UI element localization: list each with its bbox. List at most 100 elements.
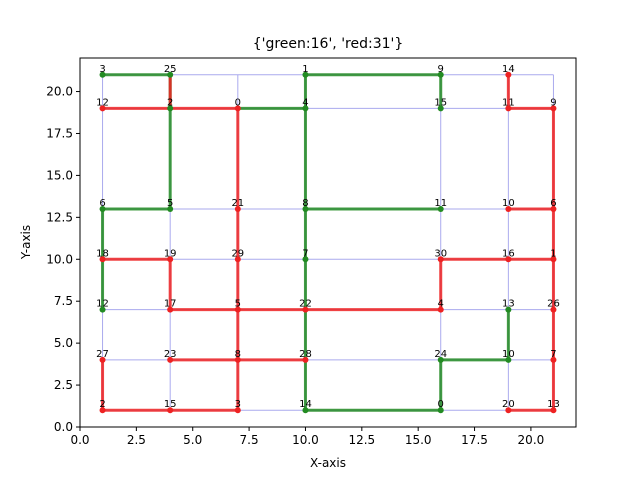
node-label: 11 [434, 198, 447, 209]
plot-frame [79, 57, 577, 428]
red-node-marker [550, 205, 557, 212]
red-node-marker [167, 407, 174, 414]
node-label: 10 [502, 349, 515, 360]
chart-title: {'green:16', 'red:31'} [253, 36, 404, 52]
green-node-marker [302, 205, 309, 212]
node-label: 5 [167, 198, 173, 209]
red-node-marker [167, 256, 174, 263]
red-node-marker [234, 356, 241, 363]
node-label: 13 [547, 399, 560, 410]
node-label: 2 [167, 97, 173, 108]
node-label: 27 [96, 349, 109, 360]
node-label: 13 [502, 299, 515, 310]
y-axis-label: Y-axis [19, 225, 33, 260]
node-label: 1 [302, 64, 308, 75]
node-label: 17 [164, 299, 177, 310]
node-label: 3 [99, 64, 105, 75]
node-label: 21 [231, 198, 244, 209]
node-label: 14 [299, 399, 312, 410]
green-node-marker [99, 205, 106, 212]
green-node-marker [505, 306, 512, 313]
red-node-marker [505, 256, 512, 263]
red-node-marker [505, 71, 512, 78]
green-node-marker [167, 71, 174, 78]
red-node-marker [234, 105, 241, 112]
node-label: 12 [96, 299, 109, 310]
red-node-marker [437, 256, 444, 263]
y-tick-label: 17.5 [46, 126, 73, 140]
node-label: 26 [547, 299, 560, 310]
node-label: 11 [502, 97, 515, 108]
node-label: 19 [164, 248, 177, 259]
red-node-marker [437, 306, 444, 313]
x-tick-label: 0.0 [70, 433, 89, 447]
graph-nodes [99, 71, 557, 414]
red-node-marker [302, 356, 309, 363]
node-label: 1 [550, 248, 556, 259]
x-tick-label: 5.0 [183, 433, 202, 447]
node-label: 7 [550, 349, 556, 360]
node-label: 8 [235, 349, 241, 360]
x-tick-label: 2.5 [127, 433, 146, 447]
x-axis-label: X-axis [310, 456, 346, 470]
y-axis-ticks: 0.0 2.5 5.0 7.5 10.0 12.5 15.0 17.5 20.0 [46, 85, 80, 434]
green-node-marker [437, 71, 444, 78]
node-label: 15 [164, 399, 177, 410]
red-node-marker [99, 356, 106, 363]
red-node-marker [505, 407, 512, 414]
node-label: 7 [302, 248, 308, 259]
red-node-marker [505, 105, 512, 112]
red-node-marker [302, 306, 309, 313]
node-label: 30 [434, 248, 447, 259]
node-label: 24 [434, 349, 447, 360]
green-node-marker [302, 256, 309, 263]
y-tick-label: 12.5 [46, 210, 73, 224]
green-node-marker [99, 71, 106, 78]
x-tick-label: 7.5 [240, 433, 259, 447]
node-label: 8 [302, 198, 308, 209]
x-axis-ticks: 0.0 2.5 5.0 7.5 10.0 12.5 15.0 17.5 20.0 [70, 427, 544, 447]
node-label: 5 [235, 299, 241, 310]
green-node-marker [302, 105, 309, 112]
node-label: 3 [235, 399, 241, 410]
x-tick-label: 17.5 [461, 433, 488, 447]
red-node-marker [550, 407, 557, 414]
node-label: 0 [235, 97, 241, 108]
red-node-marker [99, 256, 106, 263]
green-node-marker [302, 407, 309, 414]
y-tick-label: 10.0 [46, 252, 73, 266]
node-label: 2 [99, 399, 105, 410]
red-node-marker [167, 306, 174, 313]
green-node-marker [505, 356, 512, 363]
y-tick-label: 5.0 [54, 336, 73, 350]
green-node-marker [437, 407, 444, 414]
node-label: 14 [502, 64, 515, 75]
x-tick-label: 10.0 [292, 433, 319, 447]
y-tick-label: 7.5 [54, 294, 73, 308]
node-label: 9 [550, 97, 556, 108]
node-label: 25 [164, 64, 177, 75]
node-label: 15 [434, 97, 447, 108]
x-tick-label: 20.0 [518, 433, 545, 447]
x-tick-label: 12.5 [348, 433, 375, 447]
node-label: 28 [299, 349, 312, 360]
green-path-edges [101, 73, 510, 412]
y-tick-label: 15.0 [46, 168, 73, 182]
y-tick-label: 2.5 [54, 378, 73, 392]
green-node-marker [437, 105, 444, 112]
node-label: 16 [502, 248, 515, 259]
node-label: 6 [550, 198, 556, 209]
green-node-marker [99, 306, 106, 313]
node-label: 18 [96, 248, 109, 259]
node-label: 4 [302, 97, 308, 108]
red-node-marker [234, 306, 241, 313]
red-node-marker [550, 356, 557, 363]
node-label: 6 [99, 198, 105, 209]
red-node-marker [550, 256, 557, 263]
red-node-marker [550, 105, 557, 112]
green-node-marker [437, 356, 444, 363]
node-label: 22 [299, 299, 312, 310]
y-tick-label: 20.0 [46, 85, 73, 99]
